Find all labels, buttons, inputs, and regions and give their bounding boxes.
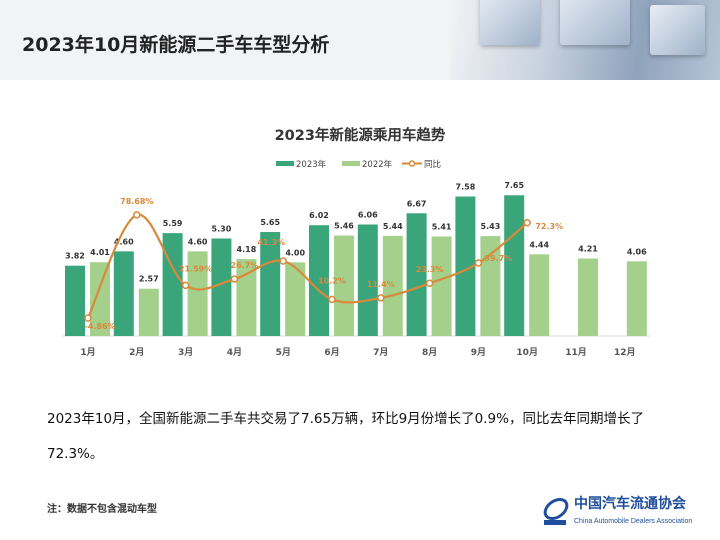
bar-value-label: 4.44 (529, 240, 549, 249)
bar-value-label: 4.60 (114, 237, 134, 246)
bar-2023 (113, 251, 134, 336)
bar-2022 (529, 254, 550, 336)
yoy-label: 21.59% (179, 264, 212, 273)
header-decoration (450, 0, 720, 80)
logo-text-en: China Automobile Dealers Association (574, 518, 693, 525)
bar-value-label: 4.60 (188, 237, 208, 246)
cada-logo: 中国汽车流通协会 China Automobile Dealers Associ… (540, 494, 720, 534)
x-tick-label: 9月 (471, 347, 486, 358)
yoy-point (425, 279, 434, 287)
bar-2022 (138, 288, 159, 336)
bar-2022 (578, 258, 598, 336)
bar-value-label: 5.65 (260, 218, 280, 227)
bar-value-label: 6.02 (309, 211, 329, 220)
cada-logo-icon (543, 497, 569, 525)
yoy-point (523, 219, 531, 227)
bar-value-label: 5.44 (383, 222, 403, 231)
bar-2022 (285, 262, 306, 336)
yoy-point (84, 314, 92, 322)
bar-2023 (309, 225, 329, 336)
yoy-point (230, 275, 239, 283)
bar-2022 (334, 235, 354, 336)
yoy-point (377, 294, 385, 302)
bar-value-label: 6.67 (407, 199, 427, 208)
yoy-label: 39.7% (485, 254, 513, 263)
bar-2023 (357, 224, 378, 336)
bar-value-label: 7.58 (456, 183, 476, 192)
bar-2022 (187, 251, 208, 336)
yoy-point (279, 257, 287, 265)
yoy-label: -4.86% (84, 322, 115, 331)
x-tick-label: 3月 (178, 347, 193, 358)
chart-title: 2023年新能源乘用车趋势 (275, 126, 446, 144)
x-tick-label: 11月 (565, 347, 587, 358)
bar-value-label: 5.43 (481, 222, 501, 231)
bar-2023 (211, 238, 232, 336)
bar-value-label: 6.06 (358, 210, 378, 219)
x-tick-label: 5月 (276, 347, 291, 358)
x-tick-label: 4月 (227, 347, 242, 358)
bar-value-label: 5.46 (334, 222, 354, 231)
yoy-label: 72.3% (535, 222, 563, 231)
header-bar: 2023年10月新能源二手车车型分析 (0, 0, 720, 80)
bar-value-label: 7.65 (504, 181, 524, 190)
yoy-point (328, 295, 336, 304)
yoy-line (87, 213, 528, 319)
bar-2022 (382, 235, 403, 336)
bar-value-label: 5.30 (212, 224, 232, 233)
yoy-label: 26.7% (231, 261, 259, 270)
yoy-label: 23.3% (416, 265, 444, 274)
yoy-point (474, 259, 483, 267)
bar-2022 (90, 262, 110, 336)
legend-label-yoy: 同比 (424, 159, 441, 170)
yoy-point (133, 211, 141, 219)
bar-2023 (260, 232, 281, 336)
bar-value-label: 2.57 (139, 275, 159, 284)
bar-value-label: 4.21 (578, 245, 598, 254)
legend-swatch-2023 (276, 161, 294, 166)
bar-2022 (431, 236, 452, 336)
x-tick-label: 7月 (373, 347, 388, 358)
trend-chart: 2023年新能源乘用车趋势 2023年 2022年 同比 3.82 4.01 4.6… (62, 126, 650, 358)
bar-value-label: 4.01 (90, 248, 110, 257)
bar-value-label: 3.82 (65, 252, 85, 261)
bar-2023 (65, 265, 85, 336)
x-tick-label: 6月 (324, 347, 339, 358)
bar-2022 (236, 259, 257, 336)
bar-value-label: 4.00 (285, 248, 305, 257)
x-tick-label: 12月 (614, 347, 636, 358)
yoy-label: 78.68% (120, 197, 153, 206)
legend-label-2022: 2022年 (362, 159, 393, 170)
legend-label-2023: 2023年 (296, 159, 327, 170)
legend-marker-yoy (408, 160, 416, 167)
logo-text-cn: 中国汽车流通协会 (574, 496, 686, 512)
bar-value-label: 5.59 (163, 219, 183, 228)
yoy-point (181, 281, 190, 290)
bar-2022 (626, 261, 647, 336)
yoy-label: 10.2% (318, 276, 346, 285)
x-tick-label: 10月 (516, 347, 538, 358)
bar-value-label: 4.06 (627, 247, 647, 256)
yoy-label: 11.4% (367, 280, 395, 289)
bar-2023 (504, 195, 525, 336)
legend-swatch-2022 (342, 161, 360, 166)
bar-2023 (162, 233, 183, 336)
page-title: 2023年10月新能源二手车车型分析 (22, 34, 330, 56)
bar-value-label: 5.41 (432, 222, 452, 231)
footnote: 注：数据不包含混动车型 (47, 504, 157, 515)
x-tick-label: 8月 (422, 347, 437, 358)
bar-value-label: 4.18 (237, 245, 257, 254)
bar-2023 (406, 213, 427, 336)
bar-2022 (480, 236, 501, 336)
x-tick-label: 2月 (129, 347, 144, 358)
legend: 2023年 2022年 同比 (276, 159, 441, 170)
description-text: 2023年10月，全国新能源二手车共交易了7.65万辆，环比9月份增长了0.9%… (47, 411, 644, 462)
yoy-label: 41.3% (257, 238, 285, 247)
bar-2023 (455, 196, 476, 336)
x-tick-label: 1月 (80, 347, 95, 358)
